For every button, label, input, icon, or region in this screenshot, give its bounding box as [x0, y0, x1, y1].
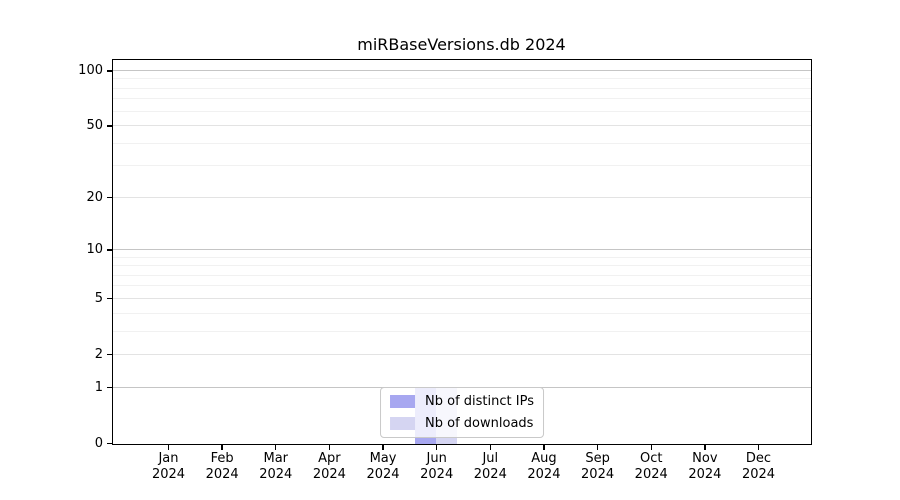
gridline-3: [113, 330, 811, 332]
gridline-90: [113, 78, 811, 80]
x-tick-label-jun: Jun 2024: [405, 451, 469, 483]
gridline-100: [113, 69, 811, 71]
x-tick-label-oct: Oct 2024: [619, 451, 683, 483]
gridline-80: [113, 87, 811, 89]
x-tick-label-feb: Feb 2024: [190, 451, 254, 483]
gridline-6: [113, 285, 811, 287]
y-tick-50: [107, 125, 112, 127]
gridline-2: [113, 353, 811, 355]
x-tick-month: May: [369, 451, 397, 466]
y-tick-label-20: 20: [86, 189, 103, 205]
y-tick-2: [107, 354, 112, 356]
x-tick-label-apr: Apr 2024: [297, 451, 361, 483]
x-tick-year: 2024: [151, 467, 186, 482]
gridline-20: [113, 196, 811, 198]
y-tick-label-1: 1: [94, 379, 103, 395]
gridline-40: [113, 142, 811, 144]
x-tick-apr: [328, 445, 331, 450]
x-tick-dec: [757, 445, 760, 450]
gridline-7: [113, 274, 811, 276]
x-tick-year: 2024: [527, 467, 561, 482]
y-tick-0: [107, 442, 112, 445]
legend-swatch-downloads: [390, 417, 416, 430]
y-tick-1: [107, 386, 112, 389]
x-tick-jan: [167, 445, 170, 450]
x-tick-year: 2024: [634, 467, 668, 482]
plot-area: Nb of distinct IPs Nb of downloads: [112, 59, 812, 445]
gridline-5: [113, 297, 811, 299]
x-tick-month: Jan: [158, 451, 179, 466]
legend-label-distinct-ips: Nb of distinct IPs: [425, 394, 534, 409]
x-tick-label-jul: Jul 2024: [458, 451, 522, 483]
x-tick-label-jan: Jan 2024: [137, 451, 201, 483]
x-tick-year: 2024: [473, 467, 507, 482]
x-tick-year: 2024: [688, 467, 722, 482]
x-tick-oct: [650, 445, 652, 450]
y-tick-label-2: 2: [94, 346, 103, 362]
x-tick-feb: [221, 445, 223, 450]
legend-item-distinct-ips: Nb of distinct IPs: [390, 392, 534, 411]
chart-title: miRBaseVersions.db 2024: [357, 35, 566, 54]
x-tick-label-aug: Aug 2024: [512, 451, 576, 483]
x-tick-month: Oct: [639, 451, 663, 466]
x-tick-month: Sep: [585, 451, 610, 466]
x-tick-month: Feb: [210, 451, 234, 466]
y-tick-label-50: 50: [86, 118, 103, 134]
y-tick-100: [107, 70, 112, 72]
x-tick-aug: [543, 445, 545, 450]
x-tick-month: Apr: [318, 451, 341, 466]
gridline-70: [113, 98, 811, 100]
x-tick-month: Aug: [531, 451, 557, 466]
x-tick-label-nov: Nov 2024: [673, 451, 737, 483]
y-tick-label-10: 10: [86, 241, 103, 257]
y-tick-20: [107, 197, 112, 199]
x-tick-year: 2024: [366, 467, 400, 482]
x-tick-mar: [275, 445, 277, 450]
x-tick-label-sep: Sep 2024: [566, 451, 630, 483]
legend-item-downloads: Nb of downloads: [390, 414, 534, 433]
legend: Nb of distinct IPs Nb of downloads: [380, 387, 544, 438]
y-tick-10: [107, 249, 112, 251]
legend-label-downloads: Nb of downloads: [425, 416, 534, 431]
legend-swatch-distinct-ips: [390, 395, 416, 408]
x-tick-month: Dec: [745, 451, 772, 466]
x-tick-year: 2024: [581, 467, 615, 482]
x-tick-year: 2024: [259, 467, 293, 482]
x-tick-month: Jul: [482, 451, 499, 466]
x-tick-label-mar: Mar 2024: [244, 451, 308, 483]
x-tick-month: Nov: [692, 451, 718, 466]
x-tick-month: Jun: [426, 451, 447, 466]
x-tick-nov: [704, 445, 706, 450]
x-tick-label-may: May 2024: [351, 451, 415, 483]
x-tick-sep: [596, 445, 599, 450]
y-tick-label-100: 100: [78, 62, 103, 78]
gridline-50: [113, 125, 811, 127]
x-tick-label-dec: Dec 2024: [726, 451, 790, 483]
gridline-60: [113, 110, 811, 112]
x-tick-month: Mar: [263, 451, 289, 466]
x-tick-year: 2024: [420, 467, 454, 482]
x-tick-year: 2024: [312, 467, 346, 482]
y-tick-label-5: 5: [94, 290, 103, 306]
x-tick-may: [382, 445, 384, 450]
gridline-4: [113, 312, 811, 314]
x-tick-jun: [436, 445, 438, 450]
x-tick-jul: [489, 445, 491, 450]
x-tick-year: 2024: [205, 467, 239, 482]
gridline-8: [113, 265, 811, 267]
gridline-30: [113, 165, 811, 167]
y-tick-label-0: 0: [94, 435, 103, 451]
y-tick-5: [107, 298, 112, 300]
gridline-9: [113, 256, 811, 258]
x-tick-year: 2024: [741, 467, 776, 482]
gridline-10: [113, 248, 811, 250]
